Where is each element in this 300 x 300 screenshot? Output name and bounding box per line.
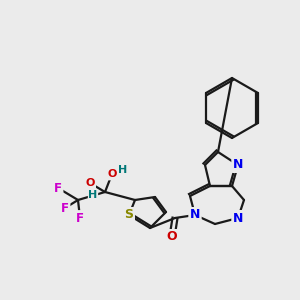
Text: N: N xyxy=(233,158,243,172)
Text: H: H xyxy=(88,190,98,200)
Text: F: F xyxy=(61,202,69,214)
Text: S: S xyxy=(124,208,134,221)
Text: N: N xyxy=(190,208,200,221)
Text: O: O xyxy=(85,178,95,188)
Text: F: F xyxy=(54,182,62,194)
Text: H: H xyxy=(118,165,127,175)
Text: N: N xyxy=(233,212,243,224)
Text: O: O xyxy=(107,169,117,179)
Text: F: F xyxy=(76,212,84,224)
Text: O: O xyxy=(167,230,177,244)
